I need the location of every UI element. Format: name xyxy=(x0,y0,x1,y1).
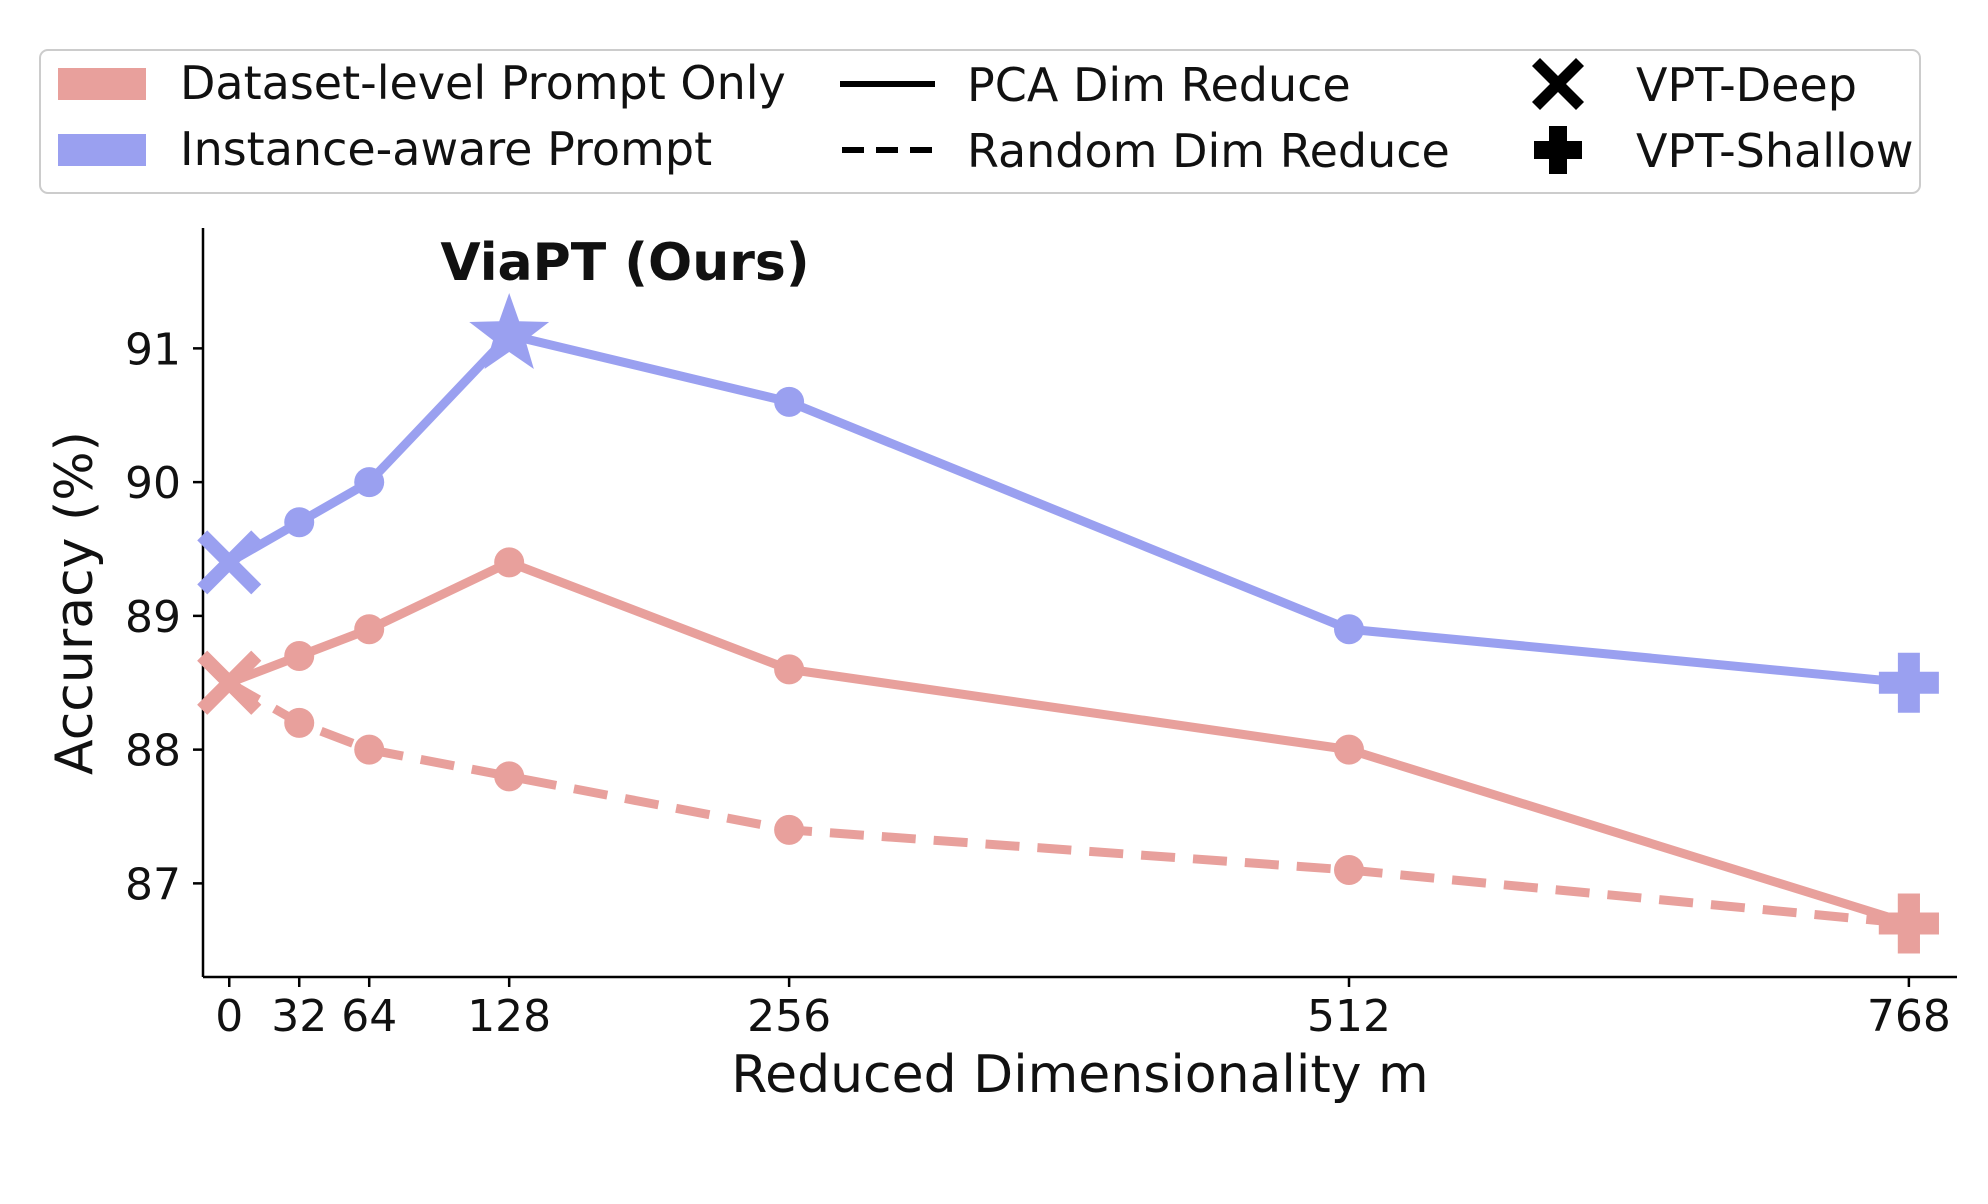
axis-ticks: 0 32 64 128 256 512 768 87 88 89 90 91 xyxy=(125,324,1951,1042)
x-tick-label: 32 xyxy=(271,991,327,1042)
series-line-2 xyxy=(227,678,1910,928)
y-tick-label: 87 xyxy=(125,859,181,910)
y-axis-title: Accuracy (%) xyxy=(45,431,105,775)
data-point xyxy=(354,734,385,765)
marker-layer xyxy=(197,293,1939,954)
legend-label-instance-aware: Instance-aware Prompt xyxy=(180,122,712,176)
x-tick-label: 512 xyxy=(1307,991,1391,1042)
legend-swatch-dataset-level xyxy=(58,68,146,100)
data-point xyxy=(284,507,315,538)
legend-marker-x-icon xyxy=(1532,58,1584,110)
legend-swatch-instance-aware xyxy=(58,134,146,166)
legend-label-pca: PCA Dim Reduce xyxy=(967,58,1351,112)
vpt-deep-marker xyxy=(197,530,262,595)
legend-label-vpt-deep: VPT-Deep xyxy=(1636,58,1857,112)
x-tick-label: 64 xyxy=(341,991,397,1042)
x-axis-title: Reduced Dimensionality m xyxy=(731,1045,1428,1105)
data-point xyxy=(494,761,525,792)
legend-label-dataset-level: Dataset-level Prompt Only xyxy=(180,56,786,110)
vpt-shallow-marker xyxy=(1878,893,1939,954)
data-point xyxy=(1334,614,1365,645)
vpt-deep-marker xyxy=(197,650,262,715)
y-tick-label: 89 xyxy=(125,592,181,643)
legend-box xyxy=(39,49,1921,194)
legend-label-vpt-shallow: VPT-Shallow xyxy=(1636,124,1914,178)
data-point xyxy=(494,547,525,578)
vpt-shallow-marker xyxy=(1878,652,1939,713)
legend-label-random: Random Dim Reduce xyxy=(967,124,1450,178)
data-point xyxy=(1334,734,1365,765)
y-tick-label: 91 xyxy=(125,324,181,375)
x-tick-label: 768 xyxy=(1867,991,1951,1042)
data-point xyxy=(774,654,805,685)
viapt-star-marker xyxy=(469,293,550,369)
x-tick-label: 128 xyxy=(467,991,551,1042)
x-tick-label: 256 xyxy=(747,991,831,1042)
data-point xyxy=(774,386,805,417)
data-point xyxy=(354,614,385,645)
y-tick-label: 88 xyxy=(125,726,181,777)
x-tick-label: 0 xyxy=(215,991,243,1042)
y-tick-label: 90 xyxy=(125,458,181,509)
data-point xyxy=(774,814,805,845)
data-point xyxy=(1334,855,1365,885)
annotation-viapt: ViaPT (Ours) xyxy=(440,233,809,293)
series-line-0 xyxy=(227,330,1910,688)
legend-marker-plus-icon xyxy=(1534,126,1582,174)
series-line-1 xyxy=(227,557,1911,928)
data-point xyxy=(284,707,315,738)
data-point xyxy=(354,467,385,498)
data-point xyxy=(284,641,315,671)
series-layer xyxy=(227,330,1911,928)
